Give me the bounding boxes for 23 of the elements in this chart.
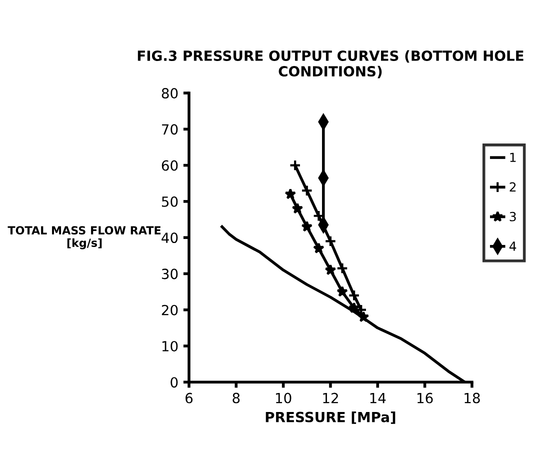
y-tick-label: 80 (162, 88, 178, 98)
y-axis-title: TOTAL MASS FLOW RATE [kg/s] (8, 226, 161, 250)
x-tick-label: 16 (417, 392, 433, 404)
x-tick-label: 14 (370, 392, 386, 404)
y-tick-label: 30 (162, 268, 178, 280)
x-tick-label: 10 (276, 392, 292, 404)
y-tick-label: 40 (162, 232, 178, 244)
legend-label: 4 (509, 242, 516, 251)
x-tick-label: 8 (232, 392, 240, 404)
y-tick-label: 0 (170, 377, 178, 388)
x-tick-label: 18 (464, 392, 480, 404)
x-tick-label: 12 (323, 392, 338, 404)
legend-label: 1 (510, 152, 516, 162)
legend-label: 3 (510, 212, 516, 222)
x-axis-title: PRESSURE [MPa] (266, 412, 396, 424)
y-tick-label: 50 (162, 196, 178, 207)
y-tick-label: 10 (162, 340, 178, 352)
x-tick-label: 6 (186, 392, 193, 404)
chart-title: FIG.3 PRESSURE OUTPUT CURVES (BOTTOM HOLE CONDITIONS) (138, 50, 524, 78)
y-tick-label: 70 (162, 124, 178, 135)
legend-label: 2 (510, 182, 516, 192)
y-tick-label: 20 (162, 304, 178, 316)
y-tick-label: 60 (162, 160, 178, 171)
